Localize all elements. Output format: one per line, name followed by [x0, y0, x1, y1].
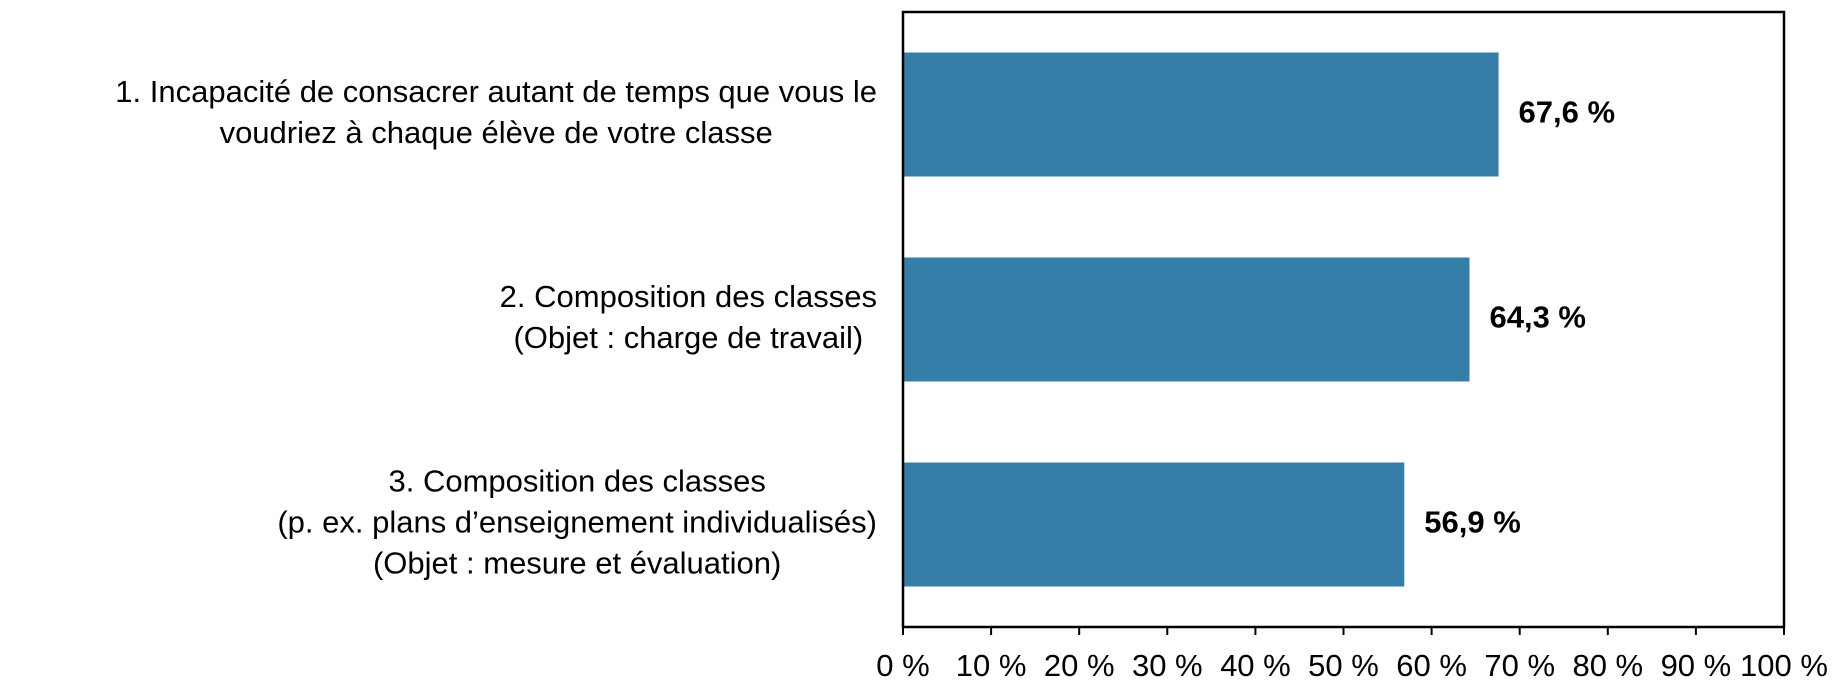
value-label: 67,6 %	[1519, 95, 1616, 130]
x-tick-label: 100 %	[1740, 648, 1828, 680]
plot-frame	[901, 10, 1786, 629]
x-tick-label: 10 %	[956, 648, 1027, 680]
category-label: voudriez à chaque élève de votre classe	[220, 115, 773, 150]
category-label: (p. ex. plans d’enseignement individuali…	[277, 505, 877, 540]
bar	[903, 462, 1405, 587]
x-tick-label: 40 %	[1220, 648, 1291, 680]
category-label: 1. Incapacité de consacrer autant de tem…	[115, 74, 877, 109]
bar	[903, 257, 1470, 382]
x-tick-label: 70 %	[1484, 648, 1555, 680]
x-tick-label: 20 %	[1044, 648, 1115, 680]
value-label: 64,3 %	[1489, 300, 1586, 335]
category-label: 2. Composition des classes	[500, 279, 877, 314]
x-tick-label: 80 %	[1572, 648, 1643, 680]
x-tick-label: 0 %	[876, 648, 929, 680]
value-label: 56,9 %	[1424, 505, 1521, 540]
category-label: (Objet : charge de travail)	[513, 320, 863, 355]
category-label: 3. Composition des classes	[388, 464, 765, 499]
x-tick-label: 60 %	[1396, 648, 1467, 680]
category-label: (Objet : mesure et évaluation)	[373, 546, 781, 581]
bar	[903, 52, 1499, 177]
x-tick-label: 50 %	[1308, 648, 1379, 680]
x-tick-label: 30 %	[1132, 648, 1203, 680]
x-tick-label: 90 %	[1661, 648, 1732, 680]
